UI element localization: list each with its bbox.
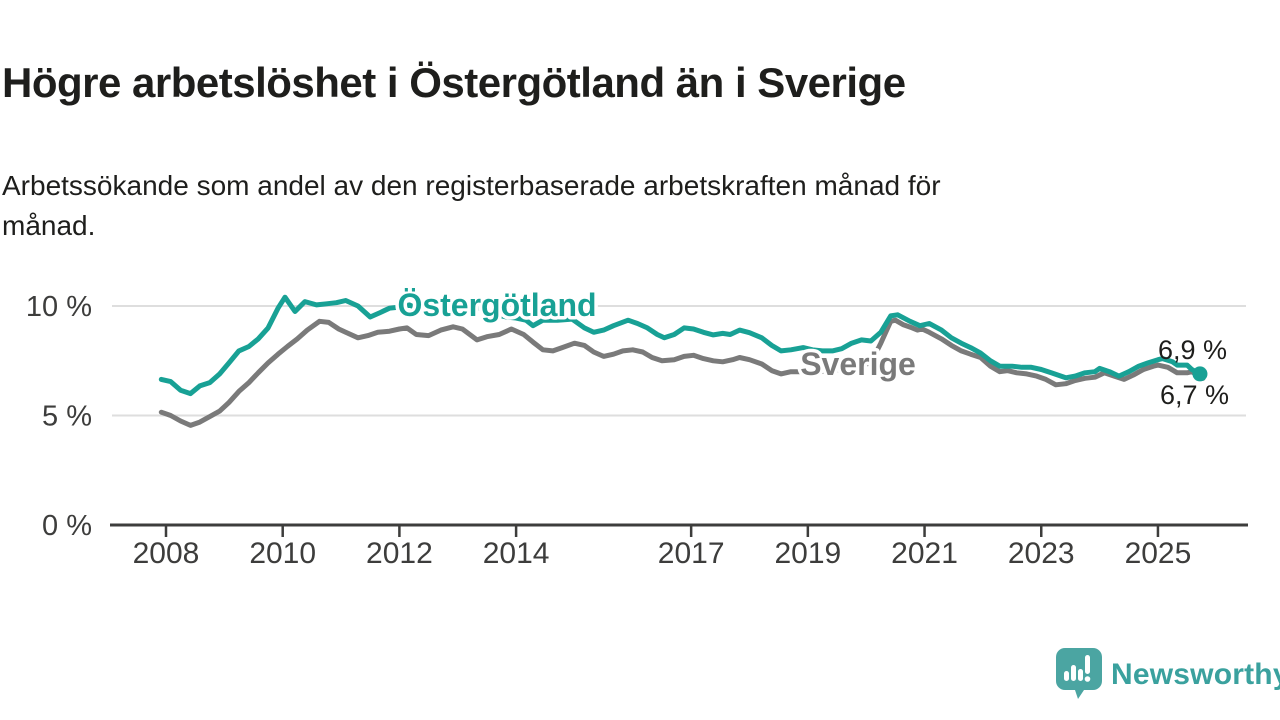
end-value-label-sverige: 6,7 % — [1160, 380, 1229, 410]
chart-subtitle-line1: Arbetssökande som andel av den registerb… — [2, 170, 941, 201]
newsworthy-brand-link[interactable]: Newsworthy — [1056, 648, 1280, 702]
bar-1 — [1064, 671, 1069, 681]
newsworthy-logo-icon — [1056, 648, 1102, 699]
x-tick-label-2019: 2019 — [774, 537, 841, 570]
series-label-sverige: Sverige — [800, 346, 916, 382]
x-tick-label-2021: 2021 — [891, 537, 958, 570]
x-tick-label-2023: 2023 — [1008, 537, 1075, 570]
y-tick-label-10: 10 % — [26, 291, 92, 323]
x-tick-label-2025: 2025 — [1125, 537, 1192, 570]
series-line-östergötland — [158, 294, 1203, 397]
chart-title: Högre arbetslöshet i Östergötland än i S… — [2, 59, 906, 107]
bar-3 — [1078, 669, 1083, 681]
x-tick-label-2010: 2010 — [249, 537, 316, 570]
x-tick-label-2014: 2014 — [483, 537, 550, 570]
exclamation-stem — [1085, 655, 1090, 674]
chart-subtitle: Arbetssökande som andel av den registerb… — [2, 166, 1202, 246]
end-value-label-östergötland: 6,9 % — [1158, 335, 1227, 365]
exclamation-dot — [1084, 676, 1091, 682]
bar-2 — [1071, 665, 1076, 681]
series-line-sverige — [158, 317, 1206, 428]
y-tick-label-0: 0 % — [42, 510, 92, 542]
x-tick-label-2012: 2012 — [366, 537, 433, 570]
series-end-dot-östergötland — [1192, 366, 1208, 382]
chart-subtitle-line2: månad. — [2, 210, 96, 241]
newsworthy-logo-text: Newsworthy — [1111, 658, 1280, 691]
x-tick-label-2008: 2008 — [133, 537, 200, 570]
y-tick-label-5: 5 % — [42, 401, 92, 433]
x-tick-label-2017: 2017 — [658, 537, 725, 570]
series-label-östergötland: Östergötland — [397, 287, 596, 323]
